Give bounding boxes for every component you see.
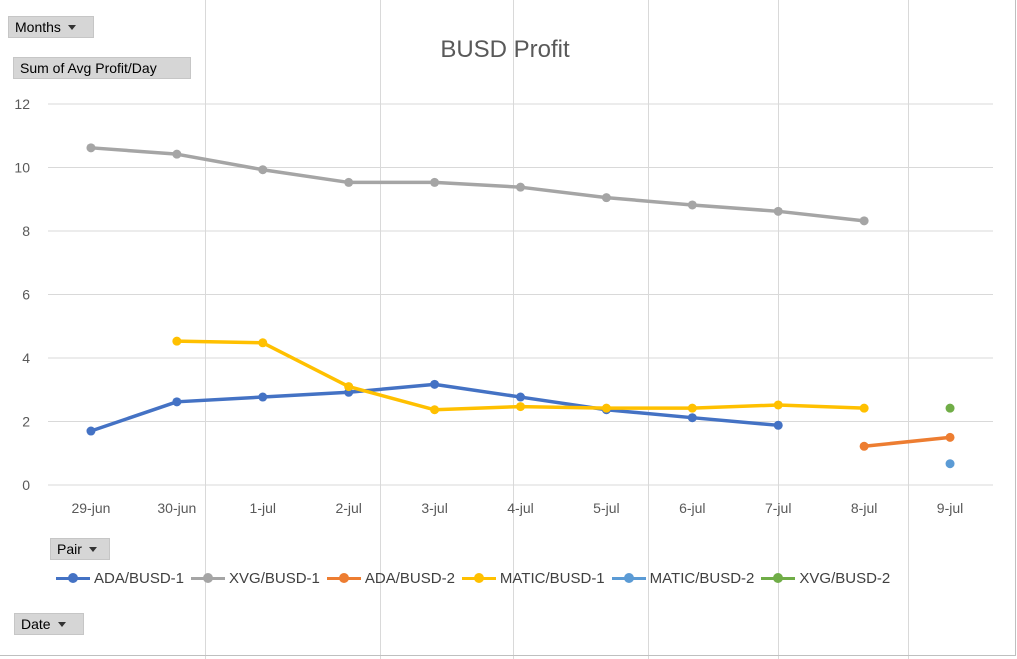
y-tick-label: 2 xyxy=(22,414,30,430)
y-tick-label: 8 xyxy=(22,223,30,239)
sheet-gridline xyxy=(778,0,779,659)
data-point xyxy=(773,206,783,216)
data-point xyxy=(859,216,869,226)
legend-label: ADA/BUSD-1 xyxy=(94,569,185,587)
y-tick-label: 10 xyxy=(14,160,30,176)
legend-marker-icon xyxy=(761,572,796,584)
data-point xyxy=(430,177,440,187)
legend-item: XVG/BUSD-2 xyxy=(761,570,890,587)
chart-title: BUSD Profit xyxy=(440,36,570,63)
sheet-gridline xyxy=(648,0,649,659)
x-tick-label: 4-jul xyxy=(507,500,533,516)
series-line xyxy=(862,435,952,449)
x-tick-label: 30-jun xyxy=(157,500,196,516)
legend-label: XVG/BUSD-1 xyxy=(229,569,320,587)
x-tick-label: 7-jul xyxy=(765,500,791,516)
data-point xyxy=(86,426,96,436)
data-point xyxy=(344,382,354,392)
data-point xyxy=(859,403,869,413)
legend-label: MATIC/BUSD-1 xyxy=(499,569,605,587)
legend-marker-icon xyxy=(56,572,90,584)
data-point xyxy=(687,413,697,423)
x-tick-label: 3-jul xyxy=(421,500,447,516)
data-point xyxy=(430,379,440,389)
x-tick-label: 1-jul xyxy=(250,500,276,516)
data-point xyxy=(258,165,268,175)
y-tick-label: 12 xyxy=(14,96,30,112)
data-point xyxy=(687,200,697,210)
legend: ADA/BUSD-1 XVG/BUSD-1 ADA/BUSD-2 MATIC/BUSD… xyxy=(56,567,897,589)
data-point xyxy=(344,177,354,187)
data-point xyxy=(601,193,611,203)
data-point xyxy=(945,432,955,442)
series-line xyxy=(89,146,866,223)
data-point xyxy=(172,149,182,159)
data-point xyxy=(516,392,525,402)
legend-label: XVG/BUSD-2 xyxy=(799,569,891,587)
dropdown-arrow-icon xyxy=(88,546,97,552)
legend-item: ADA/BUSD-1 xyxy=(56,570,184,587)
legend-marker-icon xyxy=(326,572,361,584)
data-point xyxy=(430,405,440,415)
legend-marker-icon xyxy=(461,572,496,584)
data-point xyxy=(773,400,783,410)
date-filter-button[interactable]: Date xyxy=(14,613,84,635)
value-field-label: Sum of Avg Profit/Day xyxy=(20,60,157,76)
date-filter-label: Date xyxy=(21,616,51,632)
sheet-gridline xyxy=(908,0,909,659)
pair-filter-label: Pair xyxy=(57,541,82,557)
data-point xyxy=(945,403,955,413)
data-point xyxy=(859,441,869,451)
months-filter-label: Months xyxy=(15,19,61,35)
x-tick-label: 9-jul xyxy=(937,500,963,516)
legend-label: MATIC/BUSD-2 xyxy=(649,569,755,587)
data-point xyxy=(687,403,697,413)
data-point xyxy=(172,336,182,346)
legend-marker-icon xyxy=(191,572,226,584)
legend-item: MATIC/BUSD-1 xyxy=(461,569,605,587)
data-point xyxy=(258,392,268,402)
sheet-gridline xyxy=(380,0,381,659)
legend-marker-icon xyxy=(611,572,646,584)
data-point xyxy=(945,459,955,469)
x-tick-label: 6-jul xyxy=(679,500,705,516)
legend-label: ADA/BUSD-2 xyxy=(364,569,455,587)
y-tick-label: 0 xyxy=(22,477,30,493)
x-tick-label: 2-jul xyxy=(335,500,361,516)
legend-item: ADA/BUSD-2 xyxy=(326,569,455,587)
y-tick-label: 6 xyxy=(22,287,30,303)
legend-item: MATIC/BUSD-2 xyxy=(611,569,755,587)
sheet-gridline xyxy=(513,0,514,659)
data-point xyxy=(86,143,96,153)
data-point xyxy=(516,402,525,412)
data-point xyxy=(258,338,268,348)
x-tick-label: 5-jul xyxy=(593,500,619,516)
pair-filter-button[interactable]: Pair xyxy=(50,538,110,560)
data-point xyxy=(601,403,611,413)
y-tick-label: 4 xyxy=(22,350,30,366)
x-tick-label: 29-jun xyxy=(71,500,110,516)
data-point xyxy=(172,397,182,407)
months-filter-button[interactable]: Months xyxy=(8,16,94,38)
dropdown-arrow-icon xyxy=(57,621,66,627)
x-tick-label: 8-jul xyxy=(851,500,877,516)
data-point xyxy=(516,182,525,192)
value-field-button[interactable]: Sum of Avg Profit/Day xyxy=(13,57,191,79)
sheet-gridline xyxy=(205,0,206,659)
data-point xyxy=(773,420,783,430)
legend-item: XVG/BUSD-1 xyxy=(191,570,320,587)
dropdown-arrow-icon xyxy=(67,24,76,30)
